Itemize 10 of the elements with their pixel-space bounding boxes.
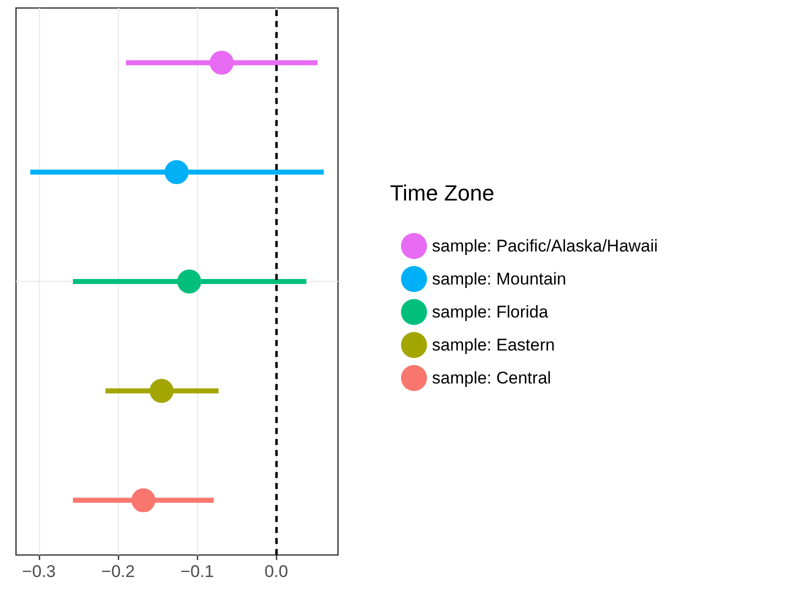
x-tick-label: −0.1 (180, 562, 214, 581)
legend-label: sample: Central (432, 368, 552, 388)
x-tick-label: 0.0 (264, 562, 288, 581)
legend-label: sample: Florida (432, 302, 549, 322)
legend-label: sample: Pacific/Alaska/Hawaii (432, 236, 658, 256)
legend-label: sample: Eastern (432, 336, 555, 354)
legend-title: Time Zone (390, 180, 494, 206)
x-tick-label: −0.3 (22, 562, 56, 581)
x-tick-label: −0.2 (101, 562, 135, 581)
legend-label: sample: Mountain (432, 270, 566, 288)
